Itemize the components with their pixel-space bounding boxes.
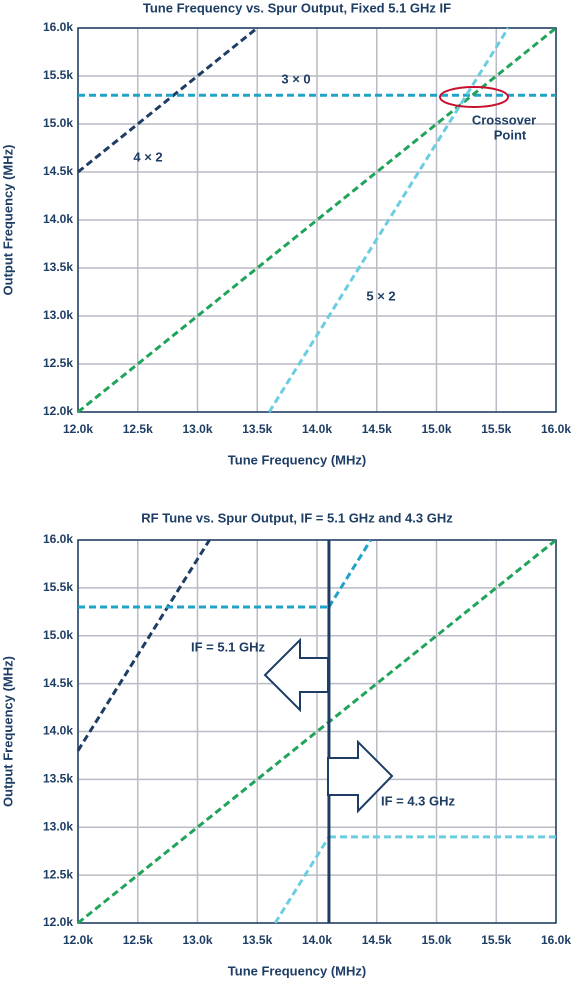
- x-tick-label: 13.5k: [242, 422, 272, 436]
- y-tick-label: 12.0k: [43, 404, 73, 418]
- y-axis-label: Output Frequency (MHz): [0, 656, 15, 807]
- chart-title: Tune Frequency vs. Spur Output, Fixed 5.…: [143, 0, 451, 15]
- series-line: [77, 26, 259, 174]
- x-tick-label: 15.0k: [421, 422, 451, 436]
- series-label: 3 × 0: [281, 71, 310, 86]
- series-line: [273, 836, 331, 924]
- y-tick-label: 13.0k: [43, 308, 73, 322]
- x-tick-label: 14.5k: [362, 933, 392, 947]
- x-tick-label: 14.5k: [362, 422, 392, 436]
- y-tick-label: 12.0k: [43, 915, 73, 929]
- line-layer: [76, 26, 557, 925]
- y-tick-label: 13.5k: [43, 260, 73, 274]
- series-line: [76, 539, 211, 752]
- chart-title: RF Tune vs. Spur Output, IF = 5.1 GHz an…: [141, 510, 453, 525]
- y-tick-label: 15.5k: [43, 68, 73, 82]
- y-tick-label: 15.5k: [43, 580, 73, 594]
- series-label: 4 × 2: [133, 149, 162, 164]
- annotation: IF = 5.1 GHz: [191, 639, 266, 654]
- x-axis-label: Tune Frequency (MHz): [228, 963, 366, 978]
- y-tick-label: 12.5k: [43, 867, 73, 881]
- x-tick-label: 16.0k: [541, 422, 571, 436]
- x-tick-label: 15.5k: [481, 933, 511, 947]
- right-arrow: [327, 739, 394, 814]
- y-tick-label: 13.5k: [43, 772, 73, 786]
- y-tick-label: 14.5k: [43, 676, 73, 690]
- y-tick-label: 14.0k: [43, 212, 73, 226]
- x-tick-label: 12.5k: [123, 422, 153, 436]
- plot-frame: [77, 539, 557, 924]
- annotation: Crossover: [472, 112, 536, 127]
- plot-frame: [77, 27, 557, 413]
- crossover-ring: [439, 86, 509, 108]
- x-tick-label: 16.0k: [541, 933, 571, 947]
- x-tick-label: 14.0k: [302, 422, 332, 436]
- x-axis-label: Tune Frequency (MHz): [228, 452, 366, 467]
- y-tick-label: 14.0k: [43, 724, 73, 738]
- y-tick-label: 15.0k: [43, 628, 73, 642]
- x-tick-label: 12.5k: [123, 933, 153, 947]
- y-tick-label: 12.5k: [43, 356, 73, 370]
- x-tick-label: 12.0k: [63, 933, 93, 947]
- y-tick-label: 15.0k: [43, 116, 73, 130]
- annotation: Point: [494, 127, 527, 142]
- x-tick-label: 13.0k: [182, 933, 212, 947]
- series-line: [327, 539, 373, 608]
- annotation: IF = 4.3 GHz: [381, 793, 456, 808]
- y-tick-label: 13.0k: [43, 819, 73, 833]
- x-tick-label: 14.0k: [302, 933, 332, 947]
- x-tick-label: 15.5k: [481, 422, 511, 436]
- y-axis-label: Output Frequency (MHz): [0, 145, 15, 296]
- x-tick-label: 12.0k: [63, 422, 93, 436]
- left-arrow: [263, 637, 329, 713]
- y-tick-label: 16.0k: [43, 532, 73, 546]
- series-line: [77, 538, 557, 925]
- series-label: 5 × 2: [366, 288, 395, 303]
- series-line: [267, 27, 510, 413]
- grid-layer: [77, 27, 557, 924]
- x-tick-label: 15.0k: [421, 933, 451, 947]
- x-tick-label: 13.5k: [242, 933, 272, 947]
- y-tick-label: 14.5k: [43, 164, 73, 178]
- series-line: [77, 26, 557, 414]
- x-tick-label: 13.0k: [182, 422, 212, 436]
- y-tick-label: 16.0k: [43, 20, 73, 34]
